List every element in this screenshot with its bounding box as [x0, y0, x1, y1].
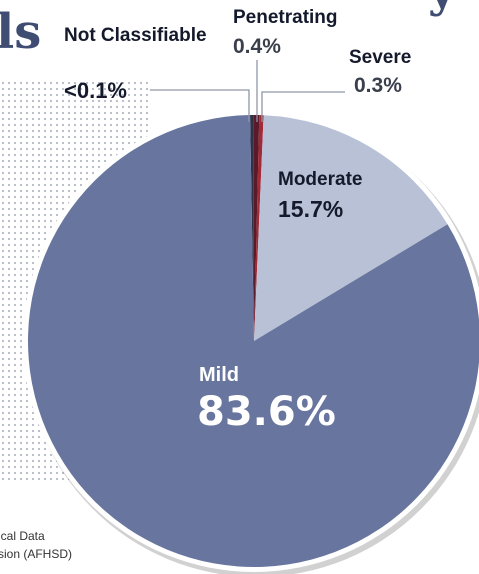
- label-mild-name: Mild: [199, 364, 239, 386]
- slice-mild: [28, 115, 479, 567]
- label-severe-value: 0.3%: [354, 74, 402, 97]
- label-moderate-name: Moderate: [278, 169, 363, 190]
- slice-moderate: [254, 115, 448, 342]
- label-penetrating-name: Penetrating: [233, 7, 338, 28]
- leader-severe: [261, 91, 345, 122]
- label-not-classifiable-text: Not Classifiable: [64, 25, 207, 46]
- label-not-classifiable-name: Not Classifiable: [64, 25, 214, 47]
- label-mild-value: 83.6%: [197, 389, 336, 435]
- source-note: ical Data sion (AFHSD): [0, 527, 138, 563]
- label-penetrating-value: 0.4%: [233, 35, 281, 58]
- source-line-1: ical Data: [0, 529, 45, 543]
- slice-penetrating: [253, 115, 260, 341]
- source-line-2: sion (AFHSD): [0, 547, 73, 561]
- heading-fragment: ls: [0, 4, 42, 60]
- leader-not-classifiable: [150, 89, 250, 122]
- label-severe-name: Severe: [349, 47, 412, 68]
- label-moderate-value: 15.7%: [278, 196, 344, 222]
- heading-fragment-top: y: [428, 0, 456, 14]
- slice-not-classifiable: [250, 115, 254, 342]
- slice-severe: [254, 115, 264, 341]
- label-not-classifiable-value: <0.1%: [64, 78, 127, 103]
